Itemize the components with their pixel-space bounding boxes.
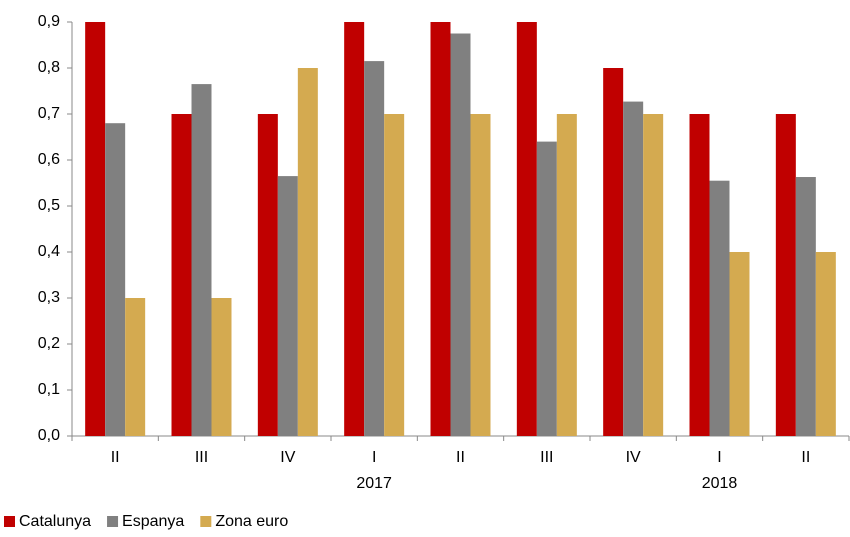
y-tick-label: 0,4 — [38, 243, 60, 260]
bar — [344, 22, 365, 436]
bar — [623, 101, 644, 436]
bar — [470, 114, 491, 436]
bar — [643, 114, 664, 436]
bar — [105, 123, 126, 436]
y-tick-label: 0,2 — [38, 335, 60, 352]
x-year-label: 2017 — [356, 475, 392, 492]
bar — [257, 114, 278, 436]
legend-swatch — [4, 516, 15, 527]
y-tick-label: 0,5 — [38, 197, 60, 214]
bar — [729, 252, 750, 436]
bar — [384, 114, 405, 436]
bar — [775, 114, 796, 436]
x-year-label: 2018 — [702, 475, 738, 492]
bar — [277, 176, 298, 436]
bar — [815, 252, 836, 436]
bar — [516, 22, 537, 436]
bar — [171, 114, 192, 436]
y-tick-label: 0,8 — [38, 59, 60, 76]
x-tick-label: II — [456, 449, 465, 466]
bar — [450, 33, 471, 436]
bar — [364, 61, 385, 436]
bar — [85, 22, 106, 436]
x-tick-label: IV — [626, 449, 641, 466]
bar — [430, 22, 451, 436]
x-tick-label: II — [801, 449, 810, 466]
bar — [556, 114, 577, 436]
bar — [603, 68, 624, 436]
y-tick-label: 0,3 — [38, 289, 60, 306]
x-tick-label: III — [540, 449, 553, 466]
x-tick-label: III — [195, 449, 208, 466]
bar — [211, 298, 232, 436]
bar — [191, 84, 212, 436]
y-tick-label: 0,9 — [38, 13, 60, 30]
legend-swatch — [107, 516, 119, 527]
legend-label: Espanya — [122, 513, 184, 530]
bar — [795, 177, 816, 436]
x-tick-label: I — [717, 449, 721, 466]
y-tick-label: 0,7 — [38, 105, 60, 122]
legend-label: Zona euro — [215, 513, 288, 530]
legend-label: Catalunya — [19, 513, 91, 530]
bar — [125, 298, 146, 436]
x-tick-label: IV — [280, 449, 295, 466]
y-tick-label: 0,1 — [38, 381, 60, 398]
y-tick-label: 0,6 — [38, 151, 60, 168]
y-tick-label: 0,0 — [38, 427, 60, 444]
bar — [297, 68, 318, 436]
legend-swatch — [200, 516, 212, 527]
bar — [709, 180, 730, 436]
bar — [689, 114, 710, 436]
x-tick-label: II — [111, 449, 120, 466]
bar — [536, 141, 557, 436]
x-tick-label: I — [372, 449, 376, 466]
